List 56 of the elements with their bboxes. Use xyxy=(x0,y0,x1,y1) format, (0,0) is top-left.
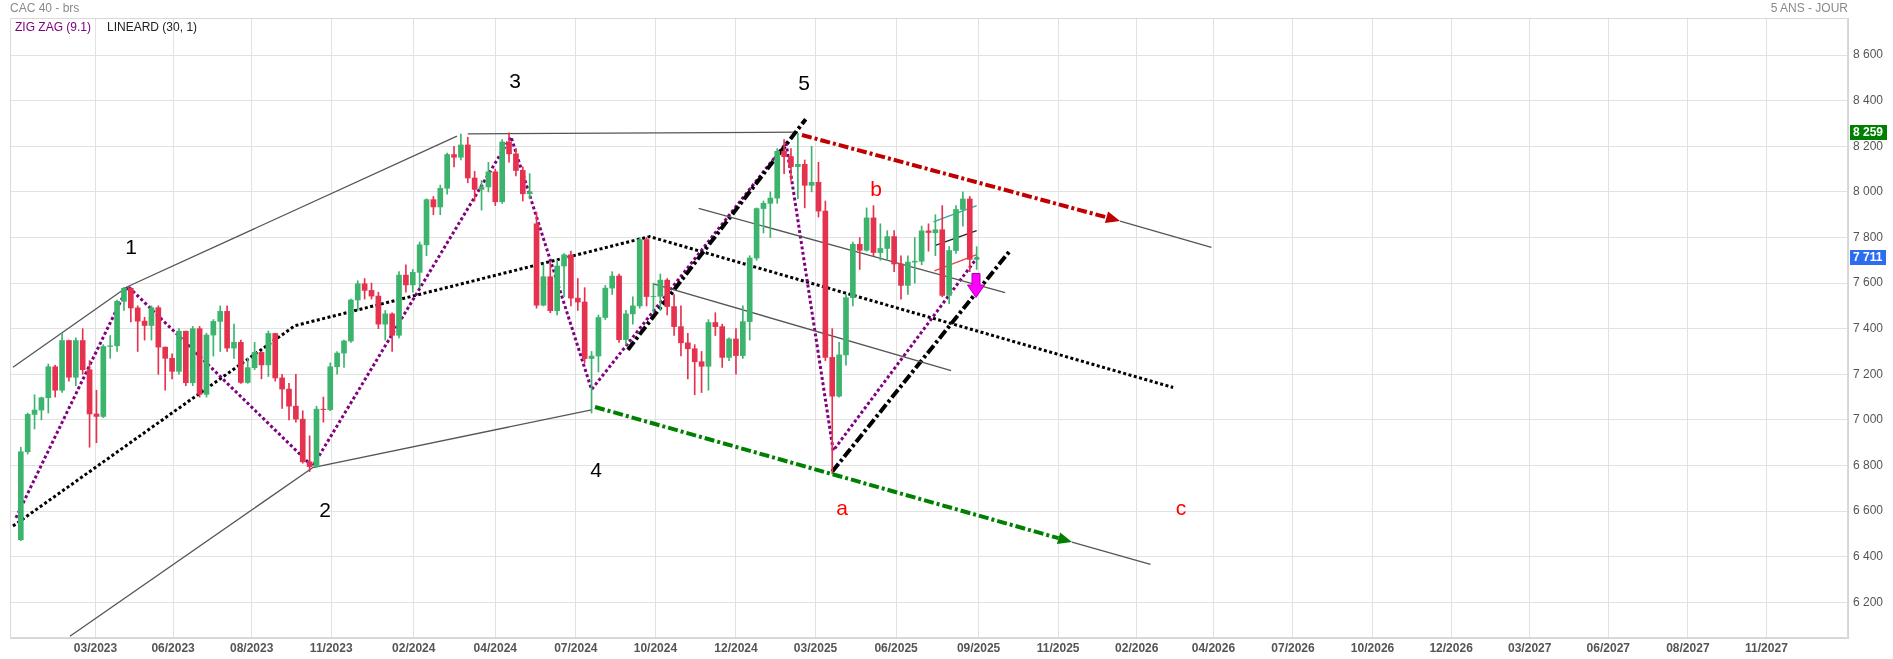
candlestick xyxy=(451,146,457,168)
annotation: 4 xyxy=(590,458,602,482)
annotation: 3 xyxy=(509,69,521,93)
y-tick-label: 8 600 xyxy=(1853,47,1884,62)
x-tick-label: 02/2026 xyxy=(1115,640,1159,655)
chart-title: CAC 40 - brs xyxy=(10,1,80,16)
x-tick-label: 03/2027 xyxy=(1508,640,1552,655)
x-tick-label: 06/2025 xyxy=(874,640,919,655)
x-tick-label: 06/2023 xyxy=(151,640,196,655)
y-tick-label: 7 600 xyxy=(1853,275,1884,290)
text: LINEARD (30, 1) xyxy=(107,20,198,35)
y-tick-label: 7 000 xyxy=(1853,412,1884,427)
candlestick xyxy=(856,237,863,270)
y-tick-label: 7 200 xyxy=(1853,366,1884,381)
candlestick xyxy=(231,323,237,359)
x-tick-label: 11/2025 xyxy=(1036,640,1080,655)
x-tick-label: 12/2024 xyxy=(714,640,758,655)
y-tick-label: 7 400 xyxy=(1853,321,1884,335)
x-tick-label: 11/2023 xyxy=(309,640,353,655)
x-tick-label: 12/2026 xyxy=(1429,640,1474,655)
x-tick-label: 08/2027 xyxy=(1666,640,1710,655)
x-tick-label: 09/2025 xyxy=(956,640,1001,655)
x-tick-label: 11/2027 xyxy=(1745,640,1789,655)
annotation: 7 711 xyxy=(1850,249,1887,265)
y-tick-label: 6 600 xyxy=(1853,503,1884,518)
candlestick xyxy=(795,133,801,200)
x-tick-label: 06/2027 xyxy=(1586,640,1631,655)
x-tick-label: 07/2026 xyxy=(1271,640,1315,655)
annotation: c xyxy=(1175,496,1187,520)
x-tick-label: 08/2023 xyxy=(229,640,274,655)
candlestick xyxy=(561,253,567,298)
candlestick xyxy=(526,173,533,200)
x-tick-label: 02/2024 xyxy=(392,640,436,655)
y-tick-label: 8 000 xyxy=(1853,184,1884,199)
candlestick xyxy=(574,278,581,311)
x-tick-label: 10/2024 xyxy=(633,640,678,655)
x-tick-label: 03/2023 xyxy=(73,640,118,655)
x-tick-label: 04/2026 xyxy=(1191,640,1236,655)
chart-subtitle: 5 ANS - JOUR xyxy=(1770,1,1848,16)
x-tick-label: 03/2025 xyxy=(793,640,838,655)
annotation: a xyxy=(836,496,848,520)
x-tick-label: 10/2026 xyxy=(1350,640,1395,655)
annotation: 5 xyxy=(798,71,810,95)
y-tick-label: 8 200 xyxy=(1853,138,1884,153)
y-tick-label: 6 800 xyxy=(1853,457,1884,472)
y-tick-label: 6 200 xyxy=(1853,594,1884,609)
annotation: 1 xyxy=(125,235,137,259)
y-tick-label: 7 800 xyxy=(1853,229,1884,244)
annotation: b xyxy=(870,177,882,201)
x-tick-label: 07/2024 xyxy=(554,640,598,655)
annotation: 8 259 xyxy=(1850,124,1888,140)
x-tick-label: 04/2024 xyxy=(473,640,518,655)
annotation: 2 xyxy=(319,498,331,522)
text: ZIG ZAG (9.1) xyxy=(15,20,92,35)
y-tick-label: 8 400 xyxy=(1853,93,1884,108)
y-tick-label: 6 400 xyxy=(1853,548,1884,563)
